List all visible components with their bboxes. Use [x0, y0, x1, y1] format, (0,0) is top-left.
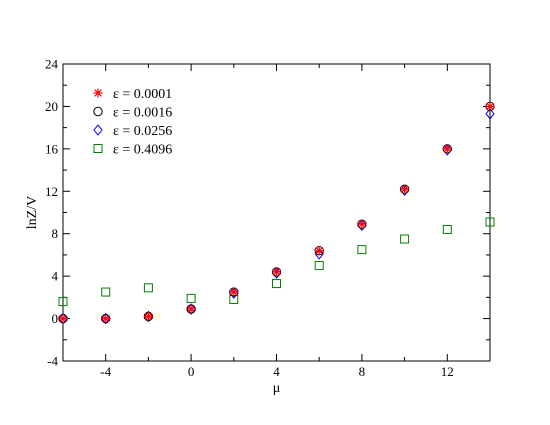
y-tick-label: 0 — [52, 311, 59, 326]
data-point-series-0 — [58, 314, 68, 324]
data-point-series-2 — [143, 310, 154, 323]
x-tick-label: 0 — [188, 364, 195, 379]
legend: ε = 0.0001 ε = 0.0016 ε = 0.0256 ε = 0.4096 — [93, 87, 172, 158]
y-tick-label: 24 — [45, 57, 59, 72]
data-point-series-2 — [314, 248, 324, 260]
y-tick-label: 8 — [52, 226, 59, 241]
data-point-series-2 — [58, 312, 68, 325]
legend-label: ε = 0.0256 — [113, 124, 172, 139]
data-point-series-3 — [58, 297, 68, 307]
y-tick-label: -4 — [47, 354, 58, 369]
legend-marker-3 — [93, 144, 103, 153]
x-axis-title: μ — [273, 381, 281, 396]
x-tick-label: -4 — [100, 364, 111, 379]
y-axis-ticks: -4 0 4 8 12 16 20 24 — [45, 57, 490, 369]
legend-marker-1 — [93, 106, 103, 117]
y-tick-label: 12 — [45, 184, 58, 199]
y-tick-label: 20 — [45, 99, 58, 114]
x-tick-label: 12 — [441, 364, 454, 379]
x-tick-label: 8 — [359, 364, 366, 379]
data-point-series-3 — [186, 293, 196, 303]
data-point-series-2 — [485, 108, 495, 120]
y-tick-label: 16 — [45, 141, 59, 156]
data-point-series-3 — [272, 279, 281, 289]
data-point-series-0 — [143, 311, 153, 321]
y-tick-label: 4 — [52, 269, 59, 284]
data-point-series-0 — [272, 267, 281, 277]
legend-label: ε = 0.0001 — [113, 87, 172, 102]
data-point-series-0 — [357, 219, 367, 229]
legend-label: ε = 0.4096 — [113, 143, 172, 158]
data-points — [58, 101, 495, 325]
legend-marker-2 — [93, 124, 103, 136]
data-point-series-2 — [271, 267, 282, 279]
data-point-series-2 — [357, 219, 367, 232]
data-point-series-3 — [143, 283, 153, 293]
data-point-series-3 — [442, 224, 452, 234]
legend-label: ε = 0.0016 — [113, 106, 172, 121]
data-point-series-2 — [186, 303, 196, 315]
data-point-series-3 — [485, 217, 495, 227]
data-point-series-0 — [186, 304, 196, 314]
data-point-series-2 — [442, 144, 452, 156]
data-point-series-3 — [314, 261, 324, 271]
legend-marker-0 — [93, 88, 103, 98]
y-axis-title: lnZ/V — [25, 196, 40, 229]
data-point-series-0 — [400, 184, 410, 194]
data-point-series-2 — [399, 184, 410, 197]
data-point-series-0 — [101, 314, 111, 324]
data-point-series-3 — [400, 234, 410, 244]
data-point-series-3 — [357, 245, 367, 255]
data-point-series-2 — [101, 312, 111, 325]
data-point-series-0 — [229, 287, 239, 297]
data-point-series-2 — [229, 287, 239, 299]
data-point-series-3 — [101, 287, 111, 297]
data-point-series-0 — [442, 144, 452, 154]
data-point-series-0 — [314, 246, 324, 256]
x-axis-ticks: -4 0 4 8 12 — [100, 64, 454, 379]
data-point-series-0 — [485, 101, 495, 111]
x-tick-label: 4 — [273, 364, 280, 379]
